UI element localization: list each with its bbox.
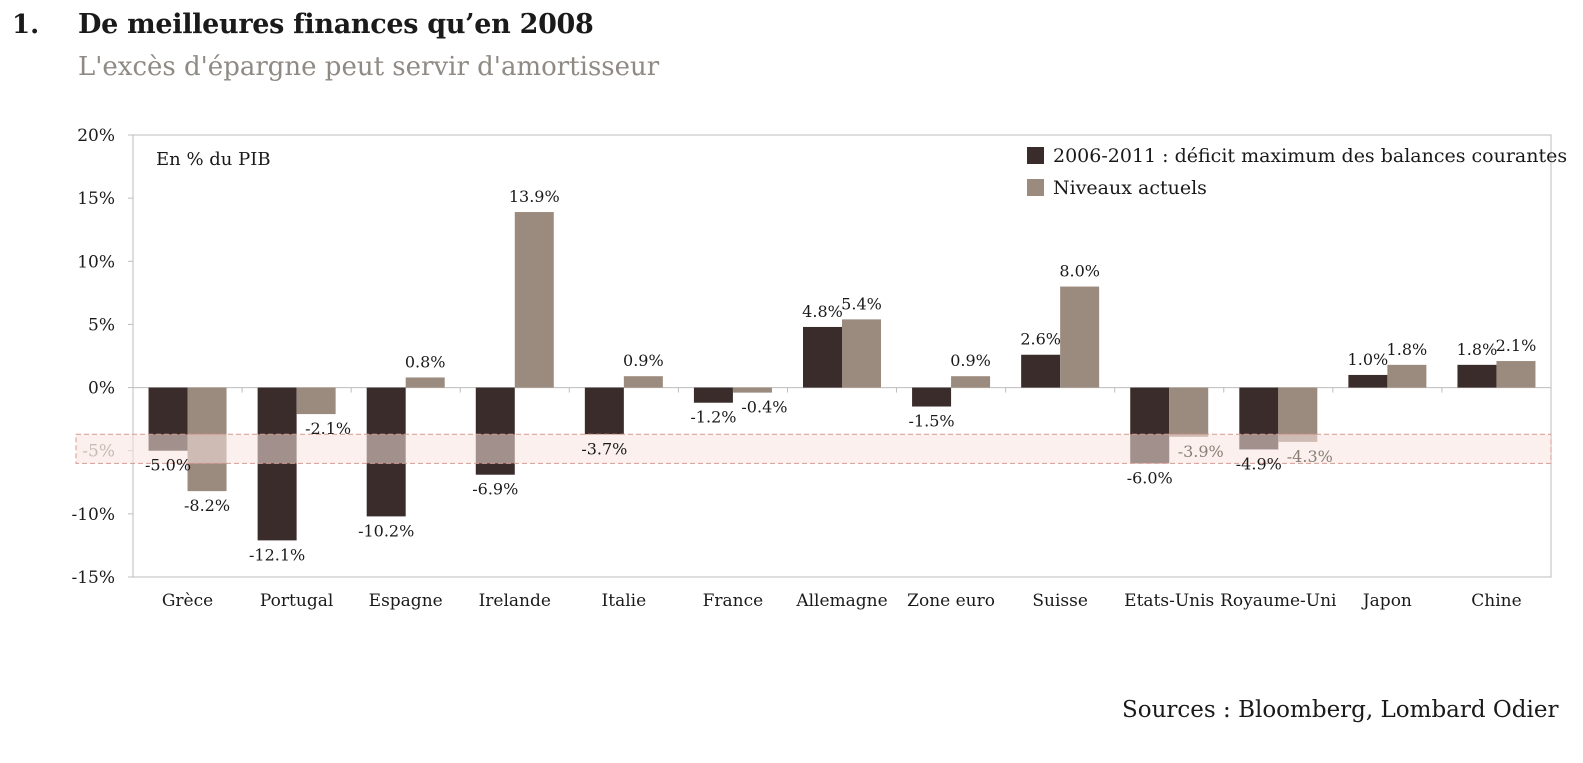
data-label: -1.2% [690,408,736,427]
y-tick-label: 5% [88,315,115,335]
bar-deficit [912,387,952,407]
legend-label: Niveaux actuels [1053,177,1207,199]
x-tick-label: Zone euro [907,591,995,611]
bar-deficit [1021,354,1061,388]
x-tick-label: Portugal [260,591,333,611]
data-label: -0.4% [741,398,787,417]
data-label: 1.8% [1457,340,1498,359]
bar-deficit [1348,374,1388,388]
data-label: 13.9% [509,187,560,206]
legend-swatch [1027,147,1044,164]
x-tick-label: Japon [1361,591,1412,611]
data-label: -4.9% [1236,454,1282,473]
highlight-band [75,433,1552,464]
data-label: -6.9% [472,480,518,499]
bar-actuel [842,319,881,388]
bar-actuel [296,387,336,415]
x-tick-label: Royaume-Uni [1220,591,1337,611]
y-tick-label: 0% [88,379,115,399]
bar-actuel [732,387,772,393]
bar-deficit [693,387,733,403]
data-label: 0.9% [950,351,991,370]
bar-actuel [1278,387,1318,442]
source-note: Sources : Bloomberg, Lombard Odier [1122,697,1559,723]
chart-title: De meilleures finances qu’en 2008 [78,9,594,40]
chart-subtitle: L'excès d'épargne peut servir d'amortiss… [78,52,660,82]
bar-actuel [405,377,445,388]
data-label: 0.8% [405,352,446,371]
data-label: -6.0% [1127,468,1173,487]
data-label: 5.4% [841,294,882,313]
y-tick-label: 10% [77,252,115,272]
data-label: -5.0% [145,456,191,475]
data-label: -2.1% [305,419,351,438]
data-label: 8.0% [1059,262,1100,281]
bar-actuel [1169,387,1209,437]
data-label: -3.7% [581,439,627,458]
data-label: -4.3% [1287,447,1333,466]
legend-label: 2006-2011 : déficit maximum des balances… [1053,145,1567,167]
data-label: 4.8% [802,302,843,321]
section-number: 1. [12,10,40,40]
x-tick-label: Italie [602,591,647,611]
x-tick-label: Allemagne [795,591,887,611]
x-tick-label: Suisse [1032,591,1088,611]
bar-actuel [514,212,554,388]
data-label: 2.6% [1020,330,1061,349]
x-tick-label: Grèce [162,591,213,611]
x-tick-label: France [703,591,764,611]
bar-actuel [1496,361,1536,388]
bar-deficit [257,387,297,541]
bar-deficit [1457,364,1497,388]
data-label: 1.8% [1387,340,1428,359]
x-tick-label: Etats-Unis [1124,591,1214,611]
y-tick-label: 20% [77,126,115,146]
bar-chart: 20%15%10%5%0%-5%-10%-15%-5.0%-12.1%-10.2… [71,126,1567,611]
data-label: -1.5% [909,412,955,431]
bar-actuel [623,376,663,388]
bar-actuel [951,376,991,388]
bar-deficit [803,326,842,388]
x-tick-label: Chine [1471,591,1521,611]
bar-actuel [1387,364,1427,388]
x-tick-label: Espagne [369,591,443,611]
data-label: 0.9% [623,351,664,370]
data-label: -12.1% [249,545,305,564]
data-label: -10.2% [358,521,414,540]
data-label: 1.0% [1348,350,1389,369]
data-label: -8.2% [184,496,230,515]
y-tick-label: -15% [71,568,115,588]
unit-note: En % du PIB [156,149,271,170]
data-label: 2.1% [1496,336,1537,355]
data-label: -3.9% [1178,442,1224,461]
bar-actuel [1060,286,1100,388]
y-tick-label: -10% [71,505,115,525]
plot-area-frame [132,134,1552,578]
x-tick-label: Irelande [479,591,551,611]
legend-swatch [1027,179,1044,196]
bar-deficit [584,387,624,435]
y-tick-label: 15% [77,189,115,209]
